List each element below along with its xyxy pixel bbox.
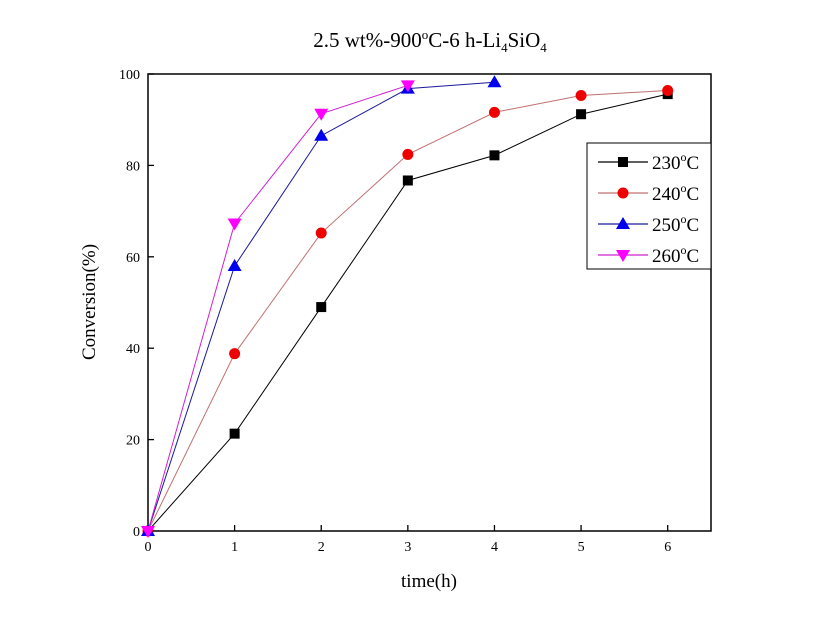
data-point [488,106,500,118]
data-point [487,75,502,88]
data-point [402,148,414,160]
legend-label: 230oC [652,150,699,174]
data-point [402,175,413,186]
legend-marker [617,187,629,199]
data-point [400,80,415,93]
data-point [575,89,587,101]
series-260 [141,80,415,538]
series-line [147,84,409,532]
data-point [316,302,327,313]
legend-marker [616,250,630,262]
legend-marker [618,157,628,167]
data-point [314,108,329,121]
y-tick-label: 0 [133,525,140,540]
legend-item: 230oC [598,150,699,174]
chart-title: 2.5 wt%-900oC-6 h-Li4SiO4 [313,27,547,55]
data-point [576,109,587,120]
plot-frame [147,73,712,532]
x-tick-label: 1 [231,540,238,555]
x-tick-label: 4 [491,540,498,555]
data-point [662,84,674,96]
legend-label: 240oC [652,181,699,205]
data-point [227,258,242,271]
x-tick-label: 2 [318,540,325,555]
data-point [314,128,329,141]
legend-label: 250oC [652,212,699,236]
y-tick-label: 40 [126,342,140,357]
y-tick-label: 60 [126,251,140,266]
data-point [489,150,500,161]
legend-item: 240oC [598,181,699,205]
data-point [227,218,242,231]
legend-label: 260oC [652,243,699,267]
data-point [315,227,327,239]
series-250 [141,75,502,536]
legend-marker [616,217,630,229]
data-point [229,348,241,360]
x-tick-label: 5 [578,540,585,555]
x-tick-label: 0 [145,540,152,555]
x-tick-label: 6 [664,540,671,555]
y-tick-label: 100 [119,68,140,83]
data-point [141,526,155,538]
y-tick-label: 80 [126,159,140,174]
legend: 230oC 240oC 250oC 260oC [586,142,712,270]
x-tick-label: 3 [404,540,411,555]
x-axis-label: time(h) [401,571,457,592]
y-tick-label: 20 [126,434,140,449]
legend-box [586,142,712,270]
data-point [229,428,240,439]
y-axis-label: Conversion(%) [79,244,100,360]
legend-item: 260oC [598,243,699,267]
legend-item: 250oC [598,212,699,236]
